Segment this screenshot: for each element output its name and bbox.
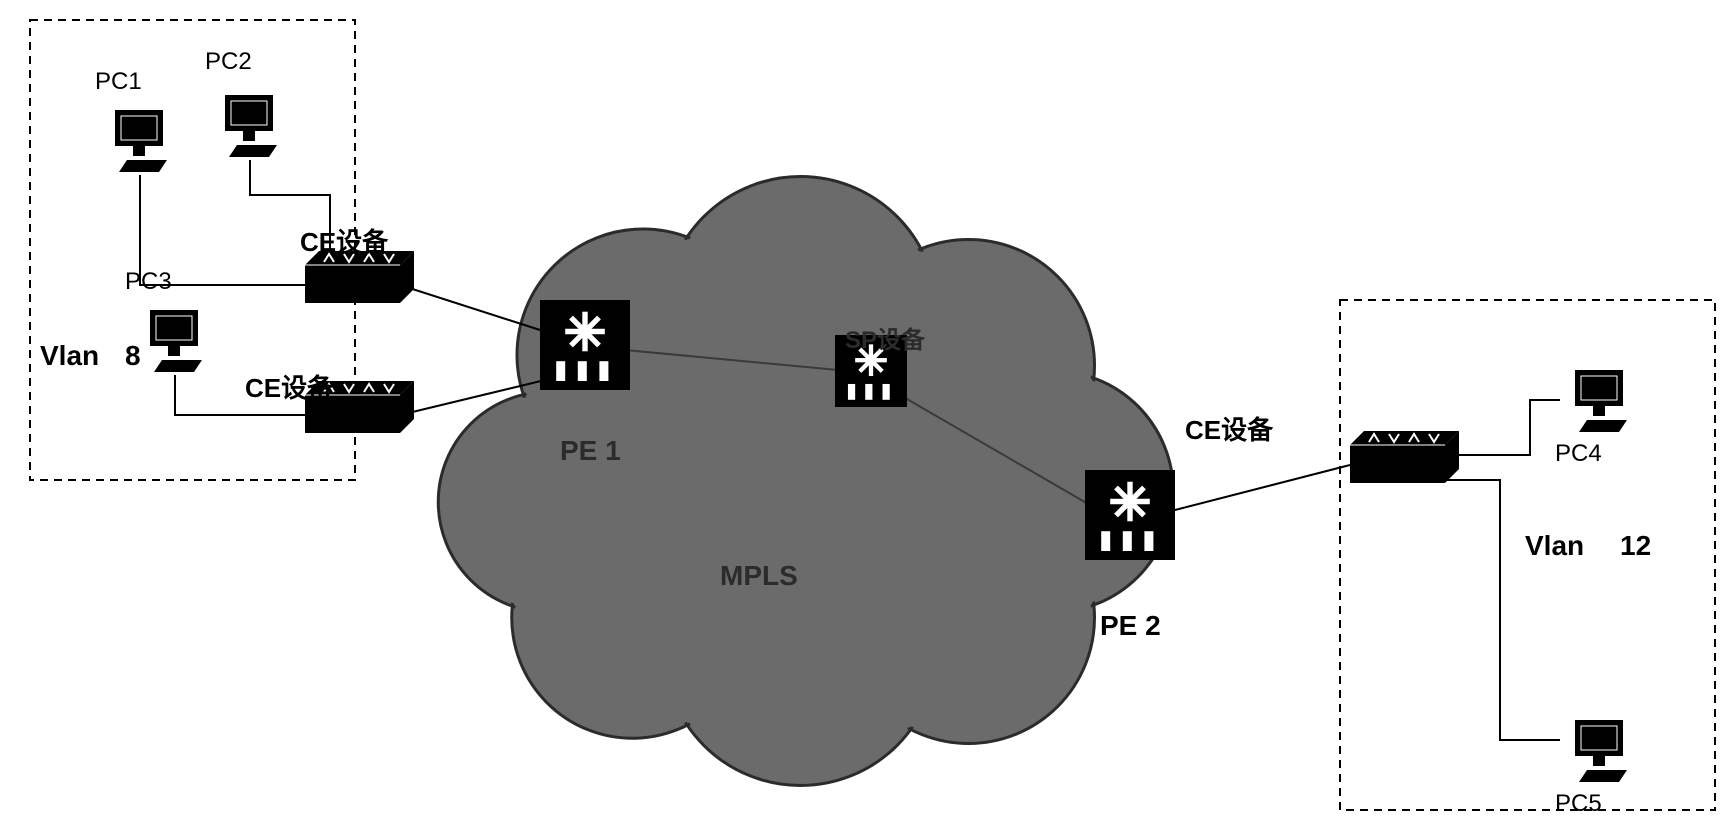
label-pc4: PC4 <box>1555 440 1602 468</box>
label-mpls: MPLS <box>720 560 798 592</box>
label-pe1: PE 1 <box>560 435 621 467</box>
label-ce2: CE设备 <box>245 368 333 405</box>
label-ce1: CE设备 <box>300 222 388 259</box>
label-pc1: PC1 <box>95 68 142 96</box>
label-vlan-left-a: Vlan <box>40 340 99 372</box>
label-pc5: PC5 <box>1555 790 1602 818</box>
label-pc3: PC3 <box>125 268 172 296</box>
label-vlan-left-b: 8 <box>125 340 141 372</box>
label-sp: SP设备 <box>845 320 925 355</box>
label-pe2: PE 2 <box>1100 610 1161 642</box>
label-pc2: PC2 <box>205 48 252 76</box>
label-ce3: CE设备 <box>1185 410 1273 447</box>
labels-layer: PC1 PC2 PC3 PC4 PC5 CE设备 CE设备 CE设备 PE 1 SP设备 PE 2 V… <box>0 0 1732 820</box>
label-vlan-right-a: Vlan <box>1525 530 1584 562</box>
label-vlan-right-b: 12 <box>1620 530 1651 562</box>
